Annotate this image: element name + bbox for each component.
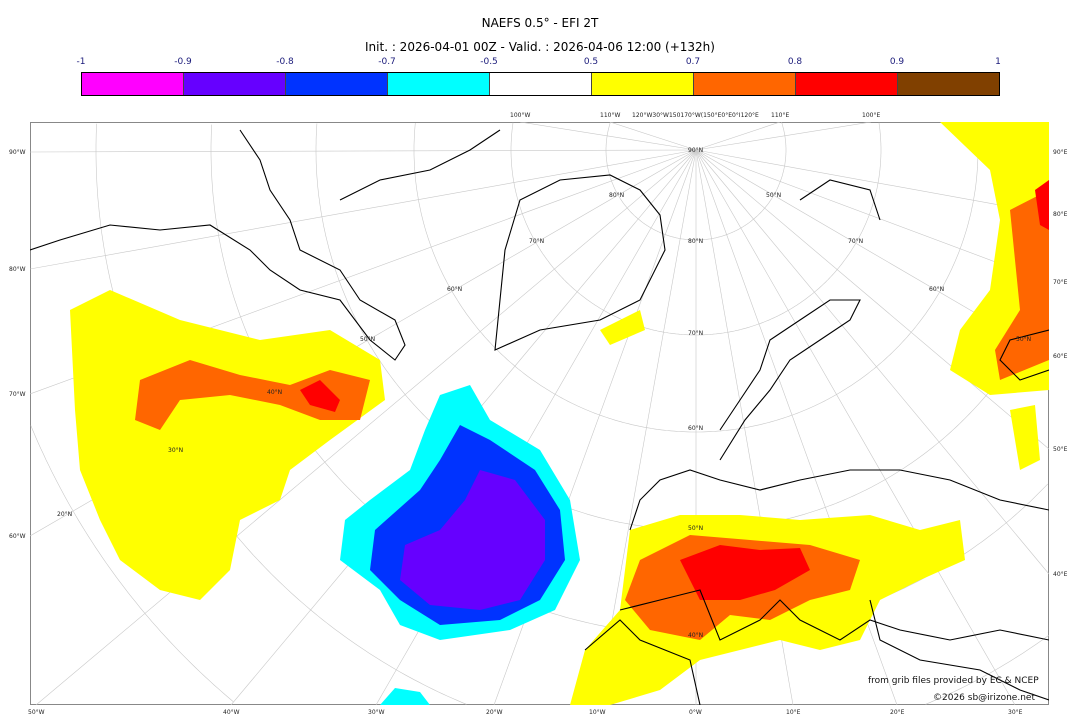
colorbar-swatch [82, 73, 184, 95]
lat-label: 70°N [688, 330, 703, 337]
axis-label-top: 100°W [510, 112, 531, 119]
data-source-credit: from grib files provided by EC & NCEP [868, 676, 1039, 686]
latitude-labels: 90°N 80°N 80°N 70°N 70°N 70°N 60°N 60°N … [57, 147, 1031, 639]
colorbar-swatch [796, 73, 898, 95]
lat-label: 60°N [929, 286, 944, 293]
coastlines [30, 129, 1049, 705]
graticule-parallel [510, 122, 882, 336]
axis-label-right: 80°E [1053, 211, 1068, 218]
lat-label: 60°N [688, 425, 703, 432]
axis-label-top: 100°E [862, 112, 881, 119]
axis-label-bottom: 0°W [689, 709, 702, 716]
efi-field-west [70, 290, 385, 600]
map-subtitle: Init. : 2026-04-01 00Z - Valid. : 2026-0… [365, 40, 715, 54]
graticule-parallel [315, 123, 1049, 531]
lat-label: 40°N [267, 389, 282, 396]
colorbar-tick: -1 [76, 57, 86, 67]
efi-field-europe [570, 122, 1049, 705]
colorbar-swatches [81, 72, 1000, 96]
colorbar-tick: 1 [995, 57, 1001, 67]
axis-label-right: 90°E [1053, 149, 1068, 156]
lat-label: 70°N [529, 238, 544, 245]
lat-label: 60°N [447, 286, 462, 293]
colorbar-tick: -0.9 [174, 57, 192, 67]
axis-label-left: 80°W [9, 266, 26, 273]
axis-label-bottom: 30°W [368, 709, 385, 716]
colorbar-swatch [490, 73, 592, 95]
lat-label: 50°N [688, 525, 703, 532]
lat-label: 50°N [360, 336, 375, 343]
efi-map[interactable]: 90°N 80°N 80°N 70°N 70°N 70°N 60°N 60°N … [30, 122, 1049, 705]
axis-label-left: 60°W [9, 533, 26, 540]
lat-label: 40°N [688, 632, 703, 639]
lat-label: 70°N [848, 238, 863, 245]
colorbar-swatch [388, 73, 490, 95]
axis-label-bottom: 50°W [28, 709, 45, 716]
axis-label-top: 110°W [600, 112, 621, 119]
graticule-parallel [605, 122, 787, 241]
graticule-parallel [925, 635, 1049, 705]
graticule-parallel [781, 122, 787, 150]
colorbar-swatch [286, 73, 388, 95]
axis-label-right: 50°E [1053, 446, 1068, 453]
axis-label-right: 40°E [1053, 571, 1068, 578]
axis-label-left: 70°W [9, 391, 26, 398]
lat-label: 80°N [609, 192, 624, 199]
colorbar-swatch [898, 73, 999, 95]
axis-label-bottom: 30°E [1008, 709, 1023, 716]
axis-label-right: 60°E [1053, 353, 1068, 360]
colorbar-tick: 0.9 [889, 57, 905, 67]
colorbar-tick: -0.8 [276, 57, 294, 67]
colorbar-tick: 0.5 [583, 57, 599, 67]
axis-label-top: 110°E [771, 112, 790, 119]
colorbar-tick: -0.7 [378, 57, 396, 67]
axis-label-left: 90°W [9, 149, 26, 156]
lat-label: 50°N [1016, 336, 1031, 343]
lat-label: 30°N [168, 447, 183, 454]
axis-label-bottom: 40°W [223, 709, 240, 716]
colorbar-swatch [592, 73, 694, 95]
lat-label: 90°N [688, 147, 703, 154]
axis-label-bottom: 10°W [589, 709, 606, 716]
colorbar-tick: 0.8 [787, 57, 803, 67]
colorbar-swatch [184, 73, 286, 95]
lat-label: 50°N [766, 192, 781, 199]
colorbar-swatch [694, 73, 796, 95]
graticule-parallel [413, 122, 979, 433]
axis-label-top: 120°W30°W150170°W(150°E0°E0°I120°E [632, 112, 759, 119]
graticule-parallel [30, 425, 234, 702]
map-canvas: 90°N 80°N 80°N 70°N 70°N 70°N 60°N 60°N … [30, 122, 1049, 705]
colorbar-tick: 0.7 [685, 57, 701, 67]
graticule-parallel [878, 122, 882, 150]
axis-label-bottom: 20°E [890, 709, 905, 716]
colorbar-tick: -0.5 [480, 57, 498, 67]
map-title: NAEFS 0.5° - EFI 2T [481, 16, 599, 30]
axis-label-bottom: 10°E [786, 709, 801, 716]
lat-label: 80°N [688, 238, 703, 245]
axis-label-right: 70°E [1053, 279, 1068, 286]
copyright-credit: ©2026 sb@irizone.net [933, 693, 1035, 703]
lat-label: 20°N [57, 511, 72, 518]
efi-field-cold [340, 385, 580, 705]
axis-label-bottom: 20°W [486, 709, 503, 716]
